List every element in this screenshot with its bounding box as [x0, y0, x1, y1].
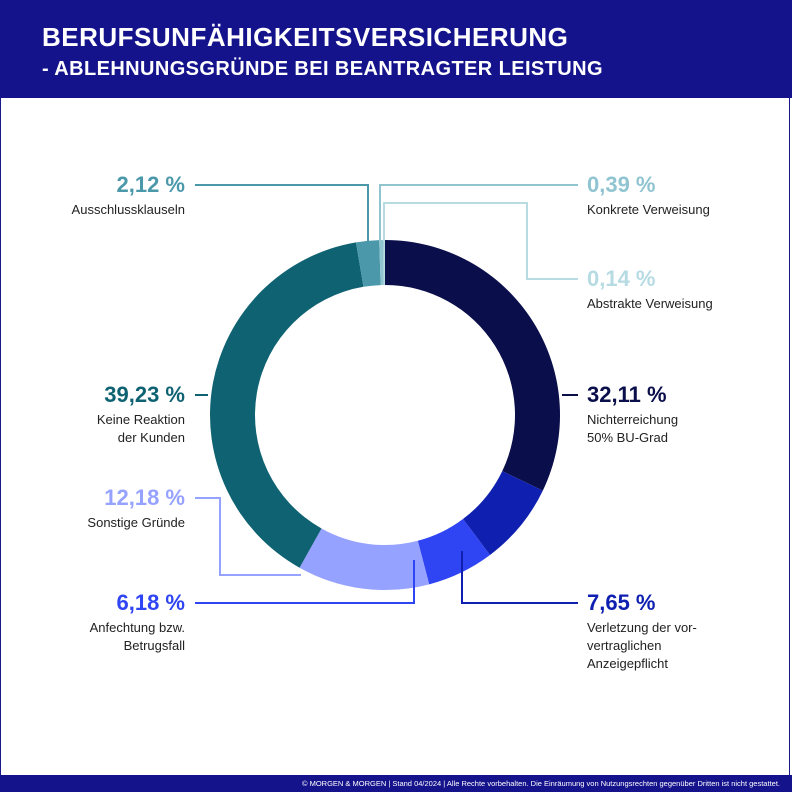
donut-slice-keine_reaktion	[209, 242, 364, 568]
category-label-verletzung: vertraglichen	[587, 638, 661, 653]
category-label-ausschluss: Ausschlussklauseln	[72, 202, 185, 217]
category-label-keine_reaktion: Keine Reaktion	[97, 412, 185, 427]
category-label-keine_reaktion: der Kunden	[118, 430, 185, 445]
donut-slices	[209, 240, 560, 591]
value-label-konkrete: 0,39 %	[587, 172, 656, 197]
donut-slice-abstrakte	[383, 240, 385, 286]
leader-line-verletzung	[461, 551, 578, 604]
category-label-konkrete: Konkrete Verweisung	[587, 202, 710, 217]
leader-line-konkrete	[379, 184, 578, 241]
donut-slice-ausschluss	[355, 240, 381, 287]
donut-slice-anfechtung	[417, 519, 490, 585]
category-label-anfechtung: Anfechtung bzw.	[90, 620, 185, 635]
category-label-nichterreichung: Nichterreichung	[587, 412, 678, 427]
value-label-anfechtung: 6,18 %	[117, 590, 186, 615]
category-label-nichterreichung: 50% BU-Grad	[587, 430, 668, 445]
leader-line-ausschluss	[195, 184, 369, 242]
donut-slice-nichterreichung	[385, 240, 560, 491]
donut-slice-sonstige	[299, 528, 430, 591]
value-label-nichterreichung: 32,11 %	[587, 382, 667, 407]
donut-slice-konkrete	[379, 240, 384, 286]
category-label-abstrakte: Abstrakte Verweisung	[587, 296, 713, 311]
donut-slice-verletzung	[462, 471, 543, 556]
category-label-verletzung: Anzeigepflicht	[587, 656, 668, 671]
page-subtitle: - ABLEHNUNGSGRÜNDE BEI BEANTRAGTER LEIST…	[42, 58, 603, 80]
category-label-sonstige: Sonstige Gründe	[87, 515, 185, 530]
value-label-ausschluss: 2,12 %	[117, 172, 186, 197]
category-label-anfechtung: Betrugsfall	[124, 638, 186, 653]
category-label-verletzung: Verletzung der vor-	[587, 620, 697, 635]
leader-line-anfechtung	[195, 560, 415, 604]
page-title: BERUFSUNFÄHIGKEITSVERSICHERUNG	[42, 22, 569, 52]
value-label-keine_reaktion: 39,23 %	[104, 382, 185, 407]
value-label-verletzung: 7,65 %	[587, 590, 656, 615]
slice-labels: 32,11 % Nichterreichung 50% BU-Grad 7,65 % V…	[72, 172, 713, 671]
copyright-footer: © MORGEN & MORGEN | Stand 04/2024 | Alle…	[0, 775, 792, 792]
header-banner: BERUFSUNFÄHIGKEITSVERSICHERUNG - ABLEHNU…	[0, 0, 792, 98]
leader-line-sonstige	[195, 497, 301, 576]
value-label-sonstige: 12,18 %	[104, 485, 185, 510]
leader-line-abstrakte	[383, 202, 578, 280]
value-label-abstrakte: 0,14 %	[587, 266, 656, 291]
leader-lines	[195, 184, 578, 604]
